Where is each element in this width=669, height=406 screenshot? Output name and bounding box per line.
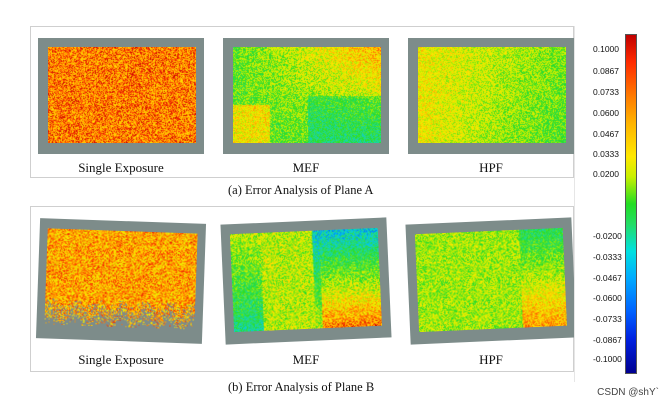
colorbar-tick: 0.0333 [593, 149, 619, 159]
colorbar-tick: 0.0600 [593, 108, 619, 118]
colorbar-tick: 0.0867 [593, 66, 619, 76]
plane-a-label-mef: MEF [292, 160, 320, 175]
colorbar-tick: -0.0333 [593, 252, 622, 262]
colorbar-tick: 0.0467 [593, 129, 619, 139]
colorbar-tick: -0.0867 [593, 335, 622, 345]
plane-a-single-exposure-map [38, 38, 204, 154]
panel-a-caption: (a) Error Analysis of Plane A [228, 183, 374, 197]
colorbar-tick: 0.1000 [593, 44, 619, 54]
colorbar-tick: -0.0600 [593, 293, 622, 303]
colorbar-tick: 0.0200 [593, 169, 619, 179]
plane-b-mef-map [220, 217, 392, 345]
plane-b-label-single: Single Exposure [78, 352, 164, 367]
colorbar-tick: 0.0733 [593, 87, 619, 97]
panel-b-caption: (b) Error Analysis of Plane B [228, 380, 375, 394]
plane-a-hpf-map [408, 38, 574, 154]
plane-b-single-exposure-map [35, 218, 207, 344]
plane-a-label-hpf: HPF [479, 160, 503, 175]
plane-a-label-single: Single Exposure [78, 160, 164, 175]
colorbar-gradient [625, 34, 637, 374]
colorbar-legend: 0.1000 0.0867 0.0733 0.0600 0.0467 0.033… [574, 26, 638, 382]
plane-a-mef-map [223, 38, 389, 154]
colorbar-tick: -0.0733 [593, 314, 622, 324]
colorbar-tick: -0.0200 [593, 231, 622, 241]
watermark: CSDN @shY` [597, 387, 659, 398]
colorbar-tick: -0.0467 [593, 273, 622, 283]
plane-b-hpf-map [405, 217, 577, 345]
plane-b-label-mef: MEF [292, 352, 320, 367]
colorbar-tick: -0.1000 [593, 354, 622, 364]
plane-b-label-hpf: HPF [479, 352, 503, 367]
